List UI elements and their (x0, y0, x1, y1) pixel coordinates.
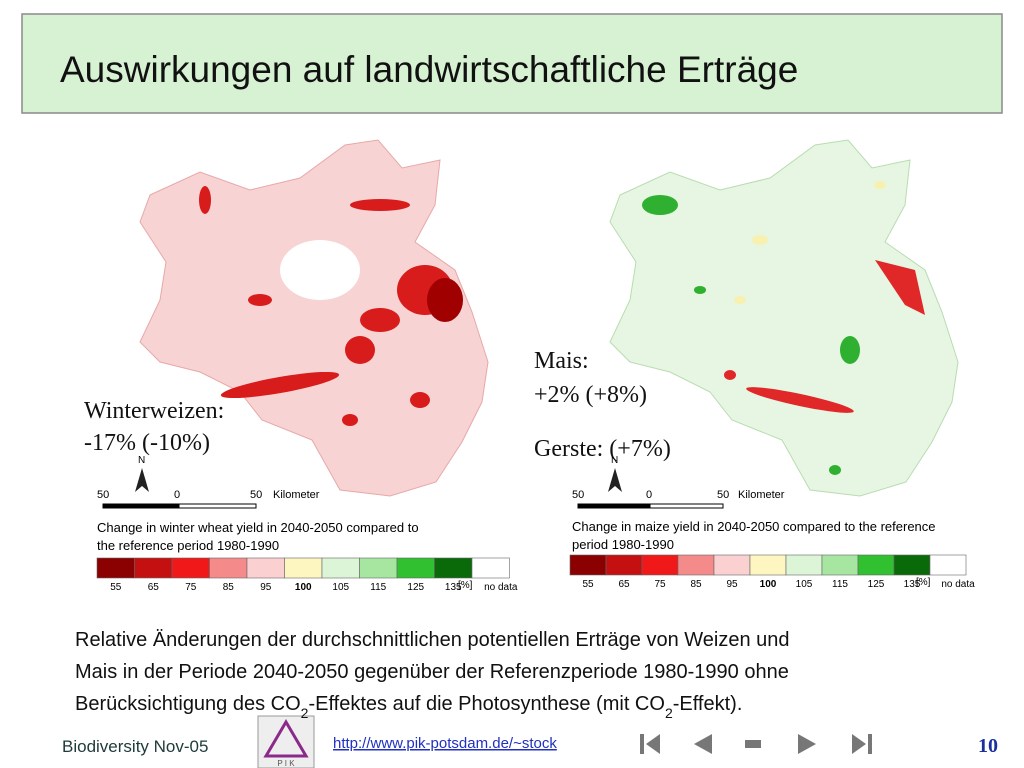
subscript: 2 (301, 705, 309, 721)
legend-swatch (396, 557, 435, 579)
scale-label: 50 (97, 489, 109, 501)
legend-label: 100 (760, 579, 777, 590)
legend-unit: [%] (916, 577, 931, 588)
scale-bar-fill (578, 504, 651, 508)
body-text: -Effekt). (673, 693, 743, 715)
north-arrow (608, 468, 622, 492)
map-annotation: -17% (-10%) (84, 430, 210, 456)
legend-swatch (821, 554, 859, 576)
legend-label: 55 (110, 582, 122, 593)
legend-label: 75 (654, 579, 666, 590)
footer-url[interactable]: http://www.pik-potsdam.de/~stock (333, 735, 557, 752)
legend-label: 115 (832, 579, 848, 590)
legend-swatch (434, 557, 473, 579)
scale-label: 50 (717, 489, 729, 501)
legend-caption: period 1980-1990 (572, 537, 674, 552)
legend-label: 135 (904, 579, 921, 590)
subscript: 2 (665, 705, 673, 721)
map-annotation: Gerste: (+7%) (534, 436, 671, 462)
north-label: N (611, 455, 618, 466)
legend-label: 65 (618, 579, 630, 590)
legend-swatch (857, 554, 895, 576)
body-line: Mais in der Periode 2040-2050 gegenüber … (75, 661, 789, 683)
legend-swatch (209, 557, 248, 579)
legend-label: 85 (223, 582, 235, 593)
scale-label: 0 (646, 489, 652, 501)
legend-label: 125 (868, 579, 885, 590)
legend-label: 85 (690, 579, 702, 590)
map-annotation: Mais: (534, 348, 589, 374)
body-text: -Effektes auf die Photosynthese (mit CO (308, 693, 664, 715)
legend-label: 75 (185, 582, 197, 593)
legend-swatch (321, 557, 360, 579)
legend-swatch (641, 554, 679, 576)
legend-swatch (171, 557, 210, 579)
legend-swatch (359, 557, 398, 579)
legend-no-data: no data (941, 579, 975, 590)
legend-label: 125 (407, 582, 424, 593)
scale-label: 50 (572, 489, 584, 501)
legend-no-data: no data (484, 582, 518, 593)
legend-swatch (569, 554, 607, 576)
map-annotation: Winterweizen: (84, 398, 224, 424)
scale-label: 0 (174, 489, 180, 501)
title: Auswirkungen auf landwirtschaftliche Ert… (60, 49, 798, 90)
body-text: Mais in der Periode 2040-2050 gegenüber … (75, 661, 789, 683)
nav-icons[interactable] (640, 734, 872, 754)
legend-label: 100 (295, 582, 312, 593)
scale-unit: Kilometer (273, 489, 320, 501)
footer-left: Biodiversity Nov-05 (62, 737, 208, 756)
legend-label: 135 (445, 582, 462, 593)
legend-label: 95 (726, 579, 738, 590)
logo-text: P I K (277, 759, 295, 768)
body-text: Relative Änderungen der durchschnittlich… (75, 629, 790, 651)
legend-label: 55 (582, 579, 594, 590)
legend-swatch (246, 557, 285, 579)
north-arrow (135, 468, 149, 492)
legend-swatch (749, 554, 787, 576)
logo: P I K (257, 715, 315, 768)
body-text: Berücksichtigung des CO (75, 693, 301, 715)
map-annotation: +2% (+8%) (534, 382, 647, 408)
body-line: Berücksichtigung des CO2-Effektes auf di… (75, 693, 742, 721)
legend-caption: Change in winter wheat yield in 2040-205… (97, 520, 419, 535)
legend-swatch (893, 554, 931, 576)
north-label: N (138, 455, 145, 466)
legend-label: 115 (370, 582, 386, 593)
legend-label: 95 (260, 582, 272, 593)
legend-label: 105 (332, 582, 349, 593)
wheat-map (139, 139, 489, 497)
title-box (21, 13, 1003, 114)
legend-label: 65 (148, 582, 160, 593)
legend-swatch (605, 554, 643, 576)
legend-label: 105 (796, 579, 813, 590)
legend-swatch (785, 554, 823, 576)
legend-caption: Change in maize yield in 2040-2050 compa… (572, 519, 936, 534)
legend-swatch (929, 554, 967, 576)
scale-bar-fill (103, 504, 180, 508)
maize-map (609, 139, 959, 497)
legend-swatch (134, 557, 173, 579)
scale-label: 50 (250, 489, 262, 501)
legend-swatch (713, 554, 751, 576)
legend-swatch (677, 554, 715, 576)
legend-swatch (284, 557, 323, 579)
body-line: Relative Änderungen der durchschnittlich… (75, 629, 790, 651)
legend-swatch (471, 557, 510, 579)
legend-unit: [%] (458, 580, 473, 591)
legend-swatch (96, 557, 135, 579)
page-number: 10 (978, 735, 998, 757)
legend-caption: the reference period 1980-1990 (97, 538, 279, 553)
scale-unit: Kilometer (738, 489, 785, 501)
